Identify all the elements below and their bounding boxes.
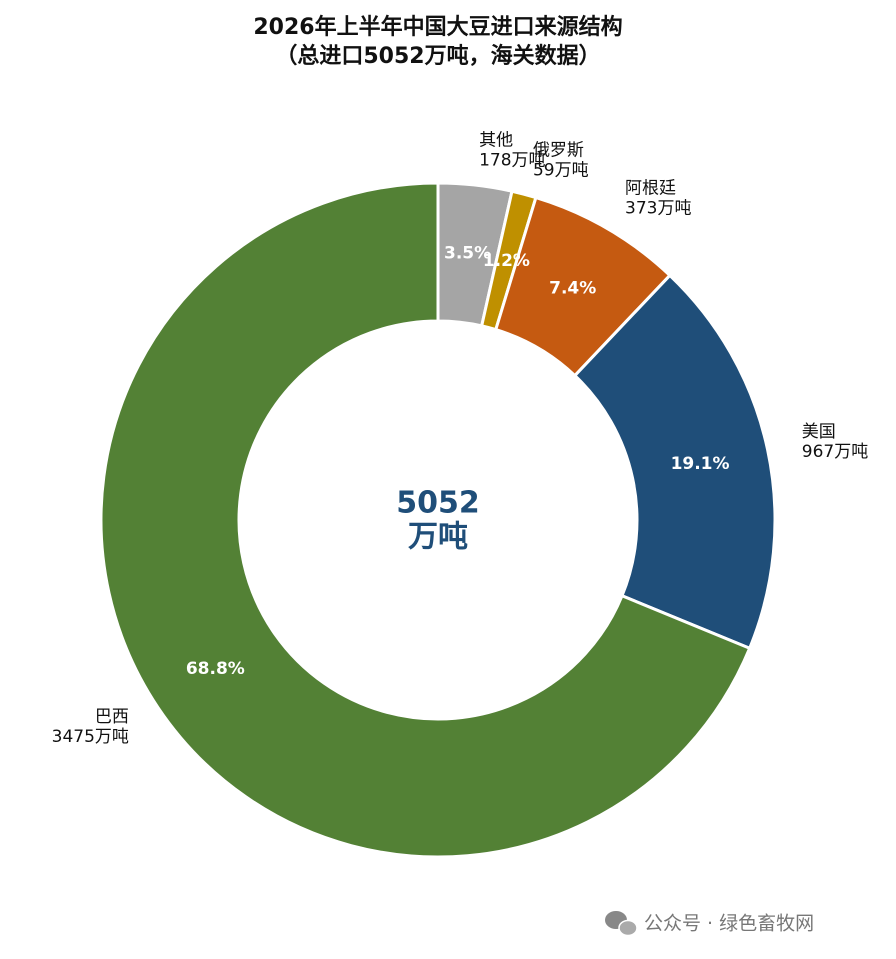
watermark-icon — [605, 911, 638, 937]
chart-subtitle: （总进口5052万吨，海关数据） — [275, 43, 600, 69]
category-label: 巴西 — [95, 707, 129, 727]
category-label: 阿根廷 — [625, 178, 676, 198]
value-label: 967万吨 — [802, 442, 868, 462]
value-label: 373万吨 — [625, 198, 691, 218]
percentage-label: 68.8% — [186, 659, 245, 679]
percentage-label: 19.1% — [671, 454, 730, 474]
donut — [99, 181, 777, 859]
category-label: 美国 — [802, 422, 836, 442]
percentage-label: 1.2% — [483, 251, 530, 271]
slice — [99, 181, 752, 859]
value-label: 3475万吨 — [52, 727, 129, 747]
value-label: 178万吨 — [479, 150, 545, 170]
percentage-label: 7.4% — [549, 278, 596, 298]
center-unit: 万吨 — [408, 520, 468, 555]
category-label: 其他 — [479, 130, 513, 150]
center-total: 5052 — [396, 486, 480, 521]
percentage-label: 3.5% — [444, 244, 491, 264]
chart-title: 2026年上半年中国大豆进口来源结构 — [253, 14, 622, 40]
slice — [572, 273, 777, 651]
watermark: 公众号 · 绿色畜牧网 — [644, 913, 814, 935]
value-label: 59万吨 — [533, 160, 589, 180]
category-label: 俄罗斯 — [533, 140, 584, 160]
